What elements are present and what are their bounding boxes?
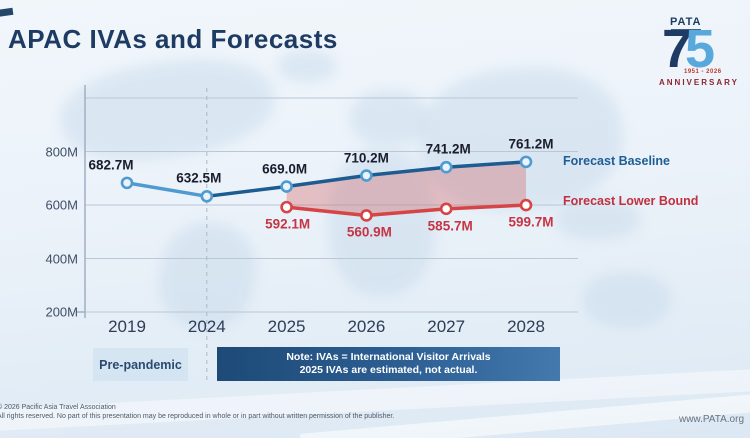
logo-years: 1951 - 2026 (684, 69, 722, 75)
data-point-marker (439, 160, 453, 174)
lower-bound-value-label: 592.1M (265, 216, 311, 232)
data-point-marker (360, 209, 373, 222)
baseline-value-label: 741.2M (425, 141, 471, 157)
y-axis-tick-label: 200M (45, 304, 78, 320)
baseline-value-label: 682.7M (88, 157, 134, 173)
x-axis-year-label: 2028 (507, 317, 545, 336)
data-point-marker (519, 155, 533, 169)
note-box: Note: IVAs = International Visitor Arriv… (217, 347, 560, 381)
y-axis-tick-label: 600M (45, 197, 78, 213)
pata-wordmark: PATA (670, 16, 702, 28)
data-point-marker (360, 169, 373, 182)
copyright-footer: © 2026 Pacific Asia Travel Association A… (0, 403, 394, 421)
data-point-marker (120, 176, 134, 190)
x-axis-year-label: 2025 (267, 317, 306, 336)
logo-75-number: 75 (662, 19, 716, 79)
data-point-marker (519, 198, 533, 212)
note-line-1: Note: IVAs = International Visitor Arriv… (286, 351, 491, 363)
pata-anniversary-logo: PATA 75 1951 - 2026 ANNIVERSARY (646, 8, 746, 100)
data-point-marker (439, 202, 453, 216)
pata-wordmark-rule (671, 29, 701, 31)
x-axis-year-label: 2024 (187, 317, 226, 336)
baseline-value-label: 632.5M (176, 170, 222, 186)
data-point-marker (280, 200, 293, 214)
lower-bound-value-label: 560.9M (346, 224, 392, 240)
x-axis-year-label: 2019 (108, 317, 146, 336)
website-url: www.PATA.org (678, 414, 744, 425)
baseline-value-label: 669.0M (262, 161, 308, 177)
legend-forecast-lower-bound: Forecast Lower Bound (563, 194, 699, 208)
y-axis-tick-label: 400M (45, 251, 78, 266)
x-axis-year-label: 2027 (427, 317, 466, 336)
copyright-line-2: All rights reserved. No part of this pre… (0, 413, 395, 420)
legend-forecast-baseline: Forecast Baseline (563, 154, 670, 168)
page-title: APAC IVAs and Forecasts (8, 24, 338, 54)
x-axis-year-label: 2026 (347, 317, 386, 336)
data-point-marker (280, 180, 293, 193)
data-point-marker (200, 190, 214, 203)
baseline-value-label: 761.2M (508, 136, 554, 152)
note-line-2: 2025 IVAs are estimated, not actual. (299, 364, 478, 376)
y-axis-tick-label: 800M (45, 144, 78, 159)
baseline-value-label: 710.2M (343, 150, 389, 166)
pre-pandemic-label: Pre-pandemic (99, 357, 182, 372)
lower-bound-value-label: 585.7M (427, 218, 473, 234)
logo-anniversary-text: ANNIVERSARY (659, 78, 739, 87)
pre-pandemic-label-box: Pre-pandemic (93, 348, 188, 381)
lower-bound-value-label: 599.7M (508, 214, 554, 230)
copyright-line-1: © 2026 Pacific Asia Travel Association (0, 404, 116, 411)
